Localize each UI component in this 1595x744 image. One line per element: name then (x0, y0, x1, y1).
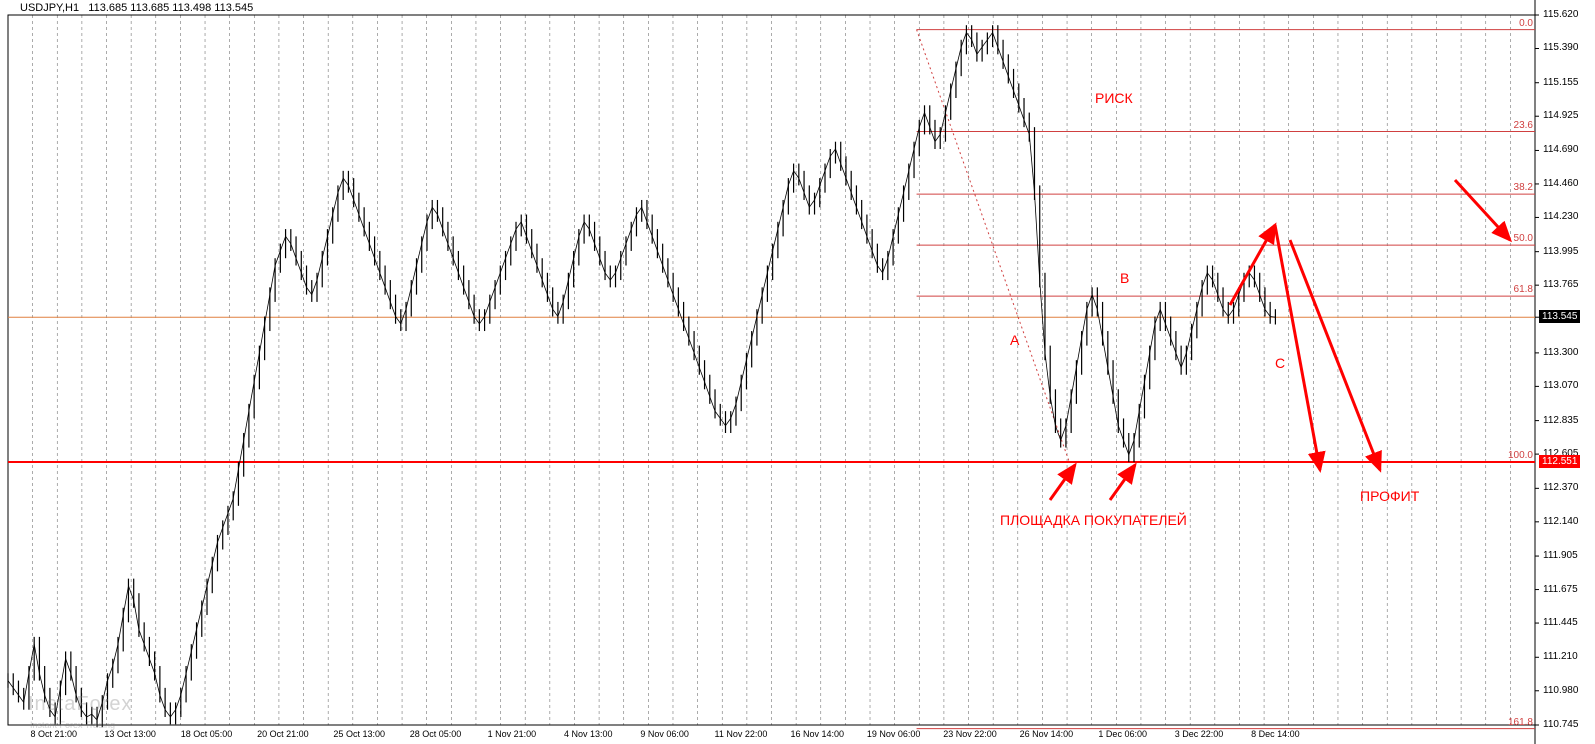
fib-label: 38.2 (1503, 182, 1533, 193)
x-tick-label: 3 Dec 22:00 (1175, 729, 1224, 739)
annotation-risk: РИСК (1095, 90, 1133, 106)
price-box: 112.551 (1539, 455, 1580, 468)
x-tick-label: 4 Nov 13:00 (564, 729, 613, 739)
y-tick-label: 115.620 (1543, 9, 1578, 20)
x-tick-label: 9 Nov 06:00 (640, 729, 689, 739)
y-tick-label: 111.445 (1543, 617, 1578, 628)
y-tick-label: 115.390 (1543, 42, 1578, 53)
annotation-buyers: ПЛОЩАДКА ПОКУПАТЕЛЕЙ (1000, 512, 1187, 528)
y-tick-label: 113.765 (1543, 279, 1578, 290)
y-tick-label: 114.925 (1543, 110, 1578, 121)
watermark: InstaForex (28, 693, 132, 716)
annotation-c: C (1275, 355, 1285, 371)
chart-svg (0, 0, 1595, 744)
x-tick-label: 19 Nov 06:00 (867, 729, 921, 739)
y-tick-label: 112.140 (1543, 516, 1578, 527)
y-tick-label: 114.690 (1543, 144, 1578, 155)
y-tick-label: 113.995 (1543, 246, 1578, 257)
x-tick-label: 11 Nov 22:00 (715, 729, 768, 739)
y-tick-label: 112.370 (1543, 482, 1578, 493)
price-box: 113.545 (1539, 310, 1580, 323)
annotation-a: A (1010, 332, 1019, 348)
y-tick-label: 115.155 (1543, 77, 1578, 88)
chart-container: USDJPY,H1 113.685 113.685 113.498 113.54… (0, 0, 1595, 744)
x-tick-label: 8 Dec 14:00 (1251, 729, 1300, 739)
fib-label: 61.8 (1503, 284, 1533, 295)
y-tick-label: 114.230 (1543, 211, 1578, 222)
symbol-label: USDJPY,H1 (20, 2, 79, 14)
y-tick-label: 113.070 (1543, 380, 1578, 391)
x-tick-label: 28 Oct 05:00 (410, 729, 462, 739)
x-tick-label: 1 Nov 21:00 (488, 729, 537, 739)
x-tick-label: 1 Dec 06:00 (1098, 729, 1147, 739)
y-tick-label: 111.210 (1543, 651, 1578, 662)
y-tick-label: 110.745 (1543, 719, 1578, 730)
x-tick-label: 26 Nov 14:00 (1020, 729, 1074, 739)
x-tick-label: 13 Oct 13:00 (104, 729, 156, 739)
y-tick-label: 113.300 (1543, 347, 1578, 358)
fib-label: 0.0 (1503, 18, 1533, 29)
x-tick-label: 16 Nov 14:00 (791, 729, 845, 739)
fib-label: 50.0 (1503, 233, 1533, 244)
y-tick-label: 110.980 (1543, 685, 1578, 696)
x-tick-label: 23 Nov 22:00 (943, 729, 997, 739)
annotation-profit: ПРОФИТ (1360, 488, 1419, 504)
y-tick-label: 114.460 (1543, 178, 1578, 189)
x-tick-label: 25 Oct 13:00 (333, 729, 385, 739)
fib-label: 100.0 (1503, 450, 1533, 461)
fib-label: 161.8 (1503, 717, 1533, 728)
y-tick-label: 111.675 (1543, 584, 1578, 595)
y-tick-label: 112.835 (1543, 415, 1578, 426)
annotation-b: B (1120, 270, 1129, 286)
x-tick-label: 20 Oct 21:00 (257, 729, 309, 739)
x-tick-label: 8 Oct 21:00 (31, 729, 78, 739)
fib-label: 23.6 (1503, 120, 1533, 131)
ohlc-label: 113.685 113.685 113.498 113.545 (88, 2, 253, 14)
x-tick-label: 18 Oct 05:00 (181, 729, 233, 739)
chart-header: USDJPY,H1 113.685 113.685 113.498 113.54… (20, 2, 253, 14)
y-tick-label: 111.905 (1543, 550, 1578, 561)
